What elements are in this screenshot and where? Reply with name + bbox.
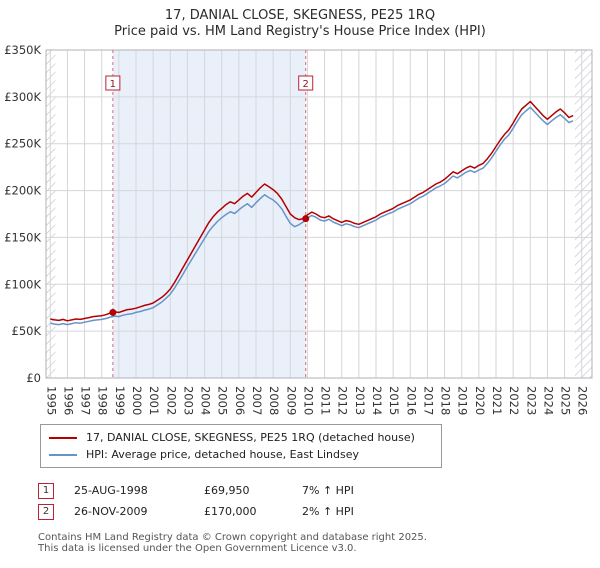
- x-tick-label: 2024: [541, 386, 555, 415]
- legend-label-property: 17, DANIAL CLOSE, SKEGNESS, PE25 1RQ (de…: [86, 431, 415, 444]
- chart-title: 17, DANIAL CLOSE, SKEGNESS, PE25 1RQ: [164, 8, 436, 23]
- legend-label-hpi: HPI: Average price, detached house, East…: [86, 448, 360, 461]
- no-data-hatch: [574, 50, 592, 378]
- x-tick-label: 2004: [199, 386, 213, 415]
- x-tick-label: 1999: [113, 386, 127, 415]
- x-tick-label: 2026: [576, 386, 590, 415]
- sale-marker-box-2: [298, 75, 314, 91]
- x-tick-label: 2008: [267, 386, 281, 415]
- chart-page: 17, DANIAL CLOSE, SKEGNESS, PE25 1RQ Pri…: [0, 8, 600, 554]
- price-chart: 1 2 £0 £50K £100K £150K £200K £250K £300K £350K 19…: [4, 43, 593, 415]
- x-tick-label: 2020: [473, 386, 487, 415]
- chart-subtitle: Price paid vs. HM Land Registry's House …: [114, 24, 486, 39]
- footer: Contains HM Land Registry data © Crown c…: [38, 532, 600, 554]
- x-tick-label: 2017: [421, 386, 435, 415]
- series-hpi: [50, 106, 574, 326]
- sale-marker-dot-1: [109, 308, 117, 316]
- sale-marker-box-1: [105, 75, 121, 91]
- y-tick-label: £50K: [12, 324, 42, 338]
- sale-marker-dot-2: [302, 215, 310, 223]
- x-tick-label: 2000: [130, 386, 144, 415]
- legend-swatch-hpi: [49, 453, 77, 456]
- x-tick-label: 2006: [233, 386, 247, 415]
- x-tick-label: 2003: [181, 386, 195, 415]
- x-tick-label: 2005: [216, 386, 230, 415]
- sale-date-2: 26-NOV-2009: [74, 505, 148, 518]
- legend-item-property: 17, DANIAL CLOSE, SKEGNESS, PE25 1RQ (de…: [49, 429, 433, 446]
- series-price-paid: [50, 100, 574, 322]
- x-tick-label: 2021: [490, 386, 504, 415]
- x-tick-label: 2018: [439, 386, 453, 415]
- x-tick-label: 2009: [284, 386, 298, 415]
- plot-border: [45, 49, 593, 379]
- y-tick-label: £0: [26, 371, 41, 385]
- y-tick-label: £200K: [4, 184, 41, 198]
- footer-line-1: Contains HM Land Registry data © Crown c…: [38, 532, 427, 543]
- x-tick-label: 2022: [507, 386, 521, 415]
- sale-hpi-delta-1: 7% ↑ HPI: [302, 484, 354, 497]
- legend: 17, DANIAL CLOSE, SKEGNESS, PE25 1RQ (de…: [40, 424, 442, 468]
- sale-date-1: 25-AUG-1998: [74, 484, 148, 497]
- sale-annotation-2: 2 26-NOV-2009 £170,000 2% ↑ HPI: [38, 501, 600, 522]
- x-tick-label: 2025: [559, 386, 573, 415]
- x-tick-label: 1998: [96, 386, 110, 415]
- x-tick-label: 2007: [250, 386, 264, 415]
- footer-line-2: This data is licensed under the Open Gov…: [38, 543, 357, 554]
- x-tick-label: 1996: [61, 386, 75, 415]
- y-tick-label: £350K: [4, 43, 41, 57]
- between-sales-shading: [112, 50, 306, 378]
- sale-marker-num-1: 1: [110, 79, 116, 90]
- sale-marker-num-2: 2: [303, 79, 309, 90]
- x-tick-label: 2011: [319, 386, 333, 415]
- y-tick-label: £100K: [4, 277, 41, 291]
- x-tick-label: 2002: [164, 386, 178, 415]
- sale-number-badge-2: 2: [38, 503, 54, 520]
- legend-item-hpi: HPI: Average price, detached house, East…: [49, 446, 433, 463]
- y-tick-label: £250K: [4, 137, 41, 151]
- sale-number-badge-1: 1: [38, 482, 54, 499]
- x-tick-label: 1997: [79, 386, 93, 415]
- x-tick-label: 1995: [44, 386, 58, 415]
- sale-price-2: £170,000: [204, 505, 257, 518]
- x-tick-label: 2016: [404, 386, 418, 415]
- sale-price-1: £69,950: [204, 484, 250, 497]
- x-tick-label: 2019: [456, 386, 470, 415]
- x-tick-label: 2015: [387, 386, 401, 415]
- sale-annotation-1: 1 25-AUG-1998 £69,950 7% ↑ HPI: [38, 480, 600, 501]
- y-tick-label: £300K: [4, 90, 41, 104]
- x-tick-label: 2014: [370, 386, 384, 415]
- y-tick-label: £150K: [4, 230, 41, 244]
- x-tick-label: 2001: [147, 386, 161, 415]
- sale-hpi-delta-2: 2% ↑ HPI: [302, 505, 354, 518]
- legend-swatch-property: [49, 436, 77, 439]
- x-tick-label: 2012: [336, 386, 350, 415]
- sale-annotations: 1 25-AUG-1998 £69,950 7% ↑ HPI 2 26-NOV-…: [38, 480, 600, 522]
- x-tick-label: 2023: [524, 386, 538, 415]
- x-tick-label: 2013: [353, 386, 367, 415]
- x-tick-label: 2010: [301, 386, 315, 415]
